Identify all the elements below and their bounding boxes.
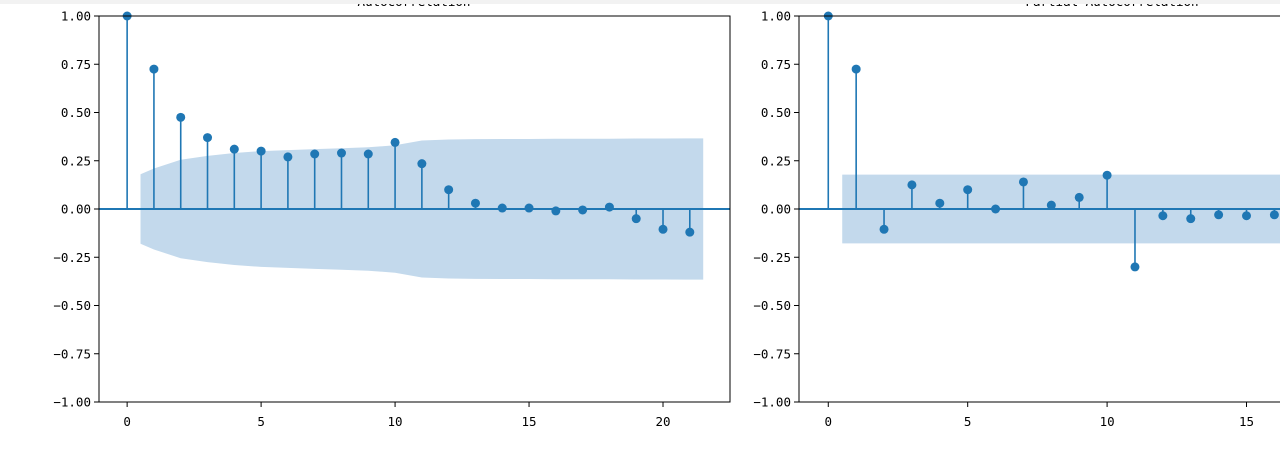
acf-ytick-label: −1.00	[53, 395, 91, 410]
acf-marker	[363, 149, 373, 159]
acf-marker	[256, 146, 266, 156]
acf-ytick-label: 0.75	[61, 57, 91, 72]
pacf-ytick-label: −1.00	[753, 395, 791, 410]
pacf-axes-frame	[798, 15, 1280, 403]
pacf-ytick-label: 0.50	[761, 105, 791, 120]
pacf-marker	[1074, 192, 1084, 202]
pacf-marker	[1130, 262, 1140, 272]
acf-xtick-label: 10	[388, 414, 403, 429]
pacf-chart: Partial Autocorrelation 1.00 0.75 0.50 0.25…	[753, 0, 1280, 429]
pacf-title: Partial Autocorrelation	[1025, 0, 1198, 9]
acf-ytick-label: 1.00	[61, 9, 91, 24]
acf-marker	[631, 214, 641, 224]
pacf-xtick-label: 0	[825, 414, 833, 429]
acf-marker	[283, 152, 293, 162]
pacf-marker	[935, 198, 945, 208]
acf-ytick-label: 0.50	[61, 105, 91, 120]
pacf-ytick-label: 0.75	[761, 57, 791, 72]
acf-xtick-label: 15	[522, 414, 537, 429]
acf-marker	[685, 227, 695, 237]
acf-marker	[551, 206, 561, 216]
acf-marker	[658, 224, 668, 234]
acf-marker	[470, 198, 480, 208]
acf-marker	[310, 149, 320, 159]
acf-marker	[417, 159, 427, 169]
acf-xtick-label: 20	[655, 414, 670, 429]
pacf-marker	[1102, 170, 1112, 180]
pacf-marker	[879, 224, 889, 234]
pacf-marker	[1046, 200, 1056, 210]
pacf-marker	[851, 64, 861, 74]
acf-marker	[604, 202, 614, 212]
acf-marker	[149, 64, 159, 74]
acf-ytick-label: 0.25	[61, 153, 91, 168]
acf-ytick-label: −0.50	[53, 298, 91, 313]
pacf-xtick-label: 5	[964, 414, 972, 429]
acf-marker	[497, 203, 507, 213]
pacf-marker	[1242, 211, 1252, 221]
acf-marker	[336, 148, 346, 158]
pacf-marker	[1186, 214, 1196, 224]
acf-xtick-label: 5	[257, 414, 265, 429]
pacf-ytick-label: −0.25	[753, 250, 791, 265]
pacf-marker	[907, 180, 917, 190]
acf-ytick-label: 0.00	[61, 202, 91, 217]
top-overlay	[0, 0, 1280, 4]
acf-marker	[203, 133, 213, 143]
acf-ytick-label: −0.75	[53, 346, 91, 361]
acf-marker	[578, 205, 588, 215]
pacf-marker	[1158, 211, 1168, 221]
acf-marker	[444, 185, 454, 195]
acf-marker	[176, 112, 186, 122]
pacf-marker	[1269, 210, 1279, 220]
pacf-marker	[963, 185, 973, 195]
acf-marker	[390, 137, 400, 147]
pacf-marker	[1214, 210, 1224, 220]
acf-title: Autocorrelation	[358, 0, 471, 9]
acf-xtick-label: 0	[123, 414, 131, 429]
pacf-marker	[991, 204, 1001, 214]
acf-chart: Autocorrelation 1.00 0.75 0.50 0.25 0.00 −0.2…	[53, 0, 731, 429]
pacf-ytick-label: 0.00	[761, 202, 791, 217]
acf-axes-frame	[98, 15, 731, 403]
pacf-ytick-label: 0.25	[761, 153, 791, 168]
pacf-ytick-label: −0.75	[753, 346, 791, 361]
acf-marker	[229, 144, 239, 154]
acf-marker	[524, 203, 534, 213]
pacf-ytick-label: 1.00	[761, 9, 791, 24]
pacf-ytick-label: −0.50	[753, 298, 791, 313]
acf-ytick-label: −0.25	[53, 250, 91, 265]
pacf-xtick-label: 15	[1239, 414, 1254, 429]
pacf-marker	[1018, 177, 1028, 187]
pacf-xtick-label: 10	[1100, 414, 1115, 429]
